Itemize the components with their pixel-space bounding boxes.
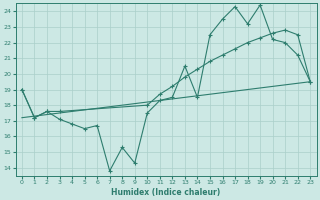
X-axis label: Humidex (Indice chaleur): Humidex (Indice chaleur) <box>111 188 221 197</box>
